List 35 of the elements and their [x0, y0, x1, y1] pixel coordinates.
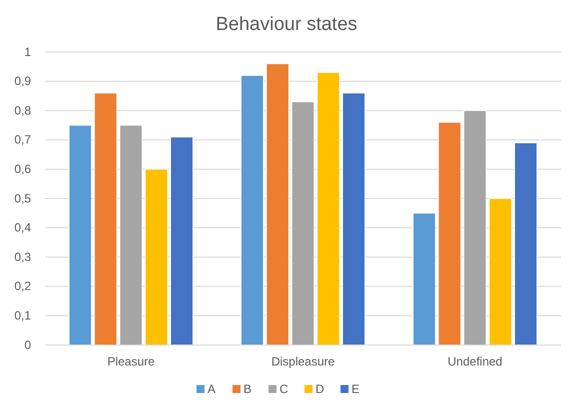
- y-tick-label: 0,4: [14, 220, 32, 235]
- bar: [68, 124, 92, 346]
- bar: [342, 92, 366, 346]
- bar: [412, 212, 436, 346]
- bar: [170, 136, 194, 346]
- y-tick-label: 0,5: [14, 191, 32, 206]
- x-tick-label: Displeasure: [271, 354, 335, 369]
- legend-label: C: [280, 382, 288, 396]
- bar: [119, 124, 143, 346]
- bar: [463, 110, 487, 346]
- legend-label: B: [244, 382, 252, 396]
- legend-label: D: [316, 382, 324, 396]
- bar: [488, 198, 512, 346]
- bar: [266, 63, 290, 346]
- y-tick-label: 0,1: [14, 308, 32, 323]
- bar: [144, 168, 168, 346]
- y-tick-label: 0,6: [14, 162, 32, 176]
- bar: [514, 142, 538, 346]
- bar: [438, 122, 462, 346]
- y-tick-label: 0,9: [14, 74, 32, 88]
- y-tick-label: 0,7: [14, 132, 32, 147]
- x-tick-label: Undefined: [448, 354, 502, 369]
- y-tick-label: 1: [24, 44, 32, 59]
- chart-title: Behaviour states: [216, 14, 358, 35]
- legend-label: A: [208, 382, 216, 396]
- y-tick-label: 0,3: [14, 250, 32, 264]
- bar: [316, 72, 340, 346]
- legend-label: E: [352, 382, 360, 396]
- x-tick-label: Pleasure: [107, 354, 155, 369]
- bar: [291, 101, 315, 346]
- bar: [94, 92, 118, 346]
- y-tick-label: 0,2: [14, 279, 32, 294]
- y-tick-label: 0,8: [14, 103, 32, 118]
- bar: [240, 75, 264, 346]
- y-tick-label: 0: [24, 338, 32, 352]
